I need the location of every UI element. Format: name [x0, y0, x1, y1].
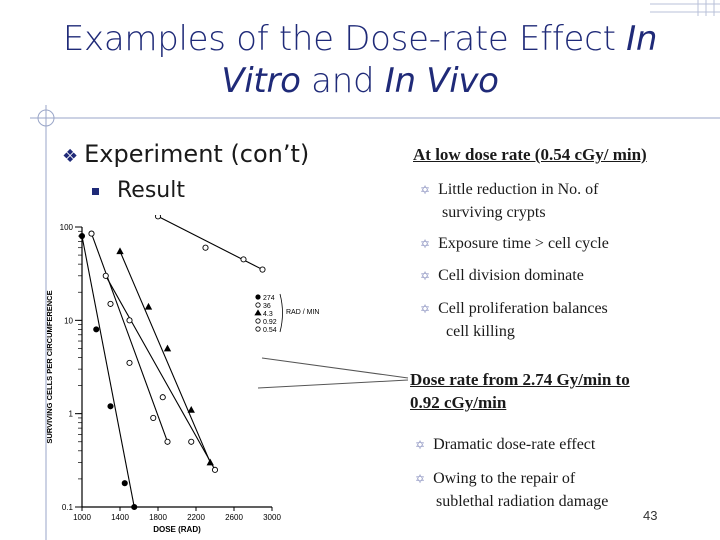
data-point-4.3 [187, 405, 195, 413]
x-tick-label: 2600 [225, 513, 243, 522]
data-point-0.54 [240, 256, 247, 263]
mid-dose-heading: Dose rate from 2.74 Gy/min to 0.92 cGy/m… [410, 368, 630, 414]
data-point-274 [93, 326, 100, 333]
low-point-3: ✡ Cell division dominate [420, 264, 584, 288]
cross-bullet-icon: ✡ [420, 183, 431, 197]
title-and: and [300, 61, 385, 101]
y-tick-label: 1 [69, 410, 74, 419]
low-point-4: ✡ Cell proliferation balances [420, 297, 608, 321]
mid-point-1: ✡ Dramatic dose-rate effect [415, 433, 595, 457]
legend-brace [279, 293, 283, 333]
data-point-274 [121, 480, 128, 487]
bullet-experiment-text: Experiment (con’t) [84, 140, 310, 168]
x-tick-label: 3000 [263, 513, 281, 522]
legend-label-4.3: 4.3 [263, 311, 273, 318]
series-line-0.92 [105, 275, 216, 471]
data-point-274 [131, 503, 138, 511]
legend-marker-36 [255, 302, 261, 308]
bullet-result-text: Result [117, 178, 185, 203]
slide-title: Examples of the Dose-rate Effect In Vitr… [0, 18, 720, 102]
cross-bullet-icon: ✡ [420, 302, 431, 316]
y-tick-label: 0.1 [62, 503, 74, 512]
x-tick-label: 2200 [187, 513, 205, 522]
series-line-0.54 [157, 215, 263, 271]
series-line-36 [90, 233, 169, 442]
x-tick-label: 1400 [111, 513, 129, 522]
low-point-3-text: Cell division dominate [438, 267, 584, 284]
mid-point-1-text: Dramatic dose-rate effect [433, 436, 596, 453]
data-point-0.92 [211, 466, 219, 473]
legend-label-0.92: 0.92 [263, 319, 277, 326]
bullet-experiment: ❖ Experiment (con’t) [62, 140, 309, 168]
data-point-0.92 [102, 272, 109, 279]
mid-point-2-text: Owing to the repair of [433, 470, 576, 487]
low-point-1-text: Little reduction in No. of [438, 181, 599, 198]
title-text: Examples of the Dose-rate Effect [62, 19, 627, 59]
cross-bullet-icon: ✡ [415, 472, 426, 486]
chart-marks [78, 215, 266, 511]
series-line-274 [81, 235, 135, 508]
data-point-36 [150, 414, 157, 421]
x-axis-label: DOSE (RAD) [153, 525, 201, 534]
data-point-0.54 [154, 215, 162, 220]
legend-label-274: 274 [263, 295, 275, 302]
data-point-36 [107, 300, 114, 307]
data-point-4.3 [163, 344, 172, 352]
data-point-36 [164, 438, 171, 445]
square-bullet-icon [92, 187, 99, 195]
mid-point-2: ✡ Owing to the repair of [415, 467, 575, 491]
data-point-4.3 [116, 247, 124, 255]
low-point-4-cont: cell killing [446, 323, 515, 340]
legend-title: RAD / MIN [286, 309, 319, 316]
bullet-result: Result [92, 178, 185, 203]
legend-label-36: 36 [263, 303, 271, 310]
data-point-36 [126, 359, 133, 366]
data-point-0.92 [126, 317, 133, 324]
data-point-0.92 [159, 394, 166, 401]
data-point-36 [88, 230, 95, 237]
legend-marker-0.54 [255, 326, 261, 332]
y-axis-label: SURVIVING CELLS PER CIRCUMFERENCE [45, 290, 54, 443]
data-point-4.3 [144, 302, 153, 310]
low-point-2: ✡ Exposure time > cell cycle [420, 232, 609, 256]
legend-label-0.54: 0.54 [263, 327, 277, 334]
legend-marker-0.92 [255, 318, 261, 324]
title-italic-invivo: In Vivo [384, 61, 499, 101]
series-line-4.3 [119, 251, 211, 463]
cross-bullet-icon: ✡ [420, 269, 431, 283]
low-point-1-cont: surviving crypts [442, 204, 546, 221]
mid-heading-line1: Dose rate from 2.74 Gy/min to [410, 370, 630, 389]
x-tick-label: 1800 [149, 513, 167, 522]
low-point-1: ✡ Little reduction in No. of [420, 178, 598, 202]
legend-marker-4.3 [254, 309, 262, 316]
title-italic-vitro: Vitro [221, 61, 301, 101]
x-tick-label: 1000 [73, 513, 91, 522]
page-number: 43 [643, 508, 658, 523]
title-italic-in: In [626, 19, 658, 59]
legend-marker-274 [255, 294, 261, 300]
data-point-0.92 [188, 438, 195, 445]
y-tick-label: 100 [60, 223, 74, 232]
data-point-0.54 [259, 266, 266, 273]
mid-point-2-cont: sublethal radiation damage [436, 493, 609, 510]
mid-heading-line2: 0.92 cGy/min [410, 393, 507, 412]
low-dose-heading: At low dose rate (0.54 cGy/ min) [413, 145, 647, 164]
data-point-0.54 [202, 244, 209, 251]
data-point-274 [107, 403, 114, 410]
data-point-274 [78, 232, 86, 240]
cross-bullet-icon: ✡ [415, 438, 426, 452]
y-tick-label: 10 [64, 316, 73, 325]
cross-bullet-icon: ✡ [420, 237, 431, 251]
low-point-2-text: Exposure time > cell cycle [438, 235, 609, 252]
diamond-bullet-icon: ❖ [62, 146, 79, 167]
low-point-4-text: Cell proliferation balances [438, 300, 608, 317]
